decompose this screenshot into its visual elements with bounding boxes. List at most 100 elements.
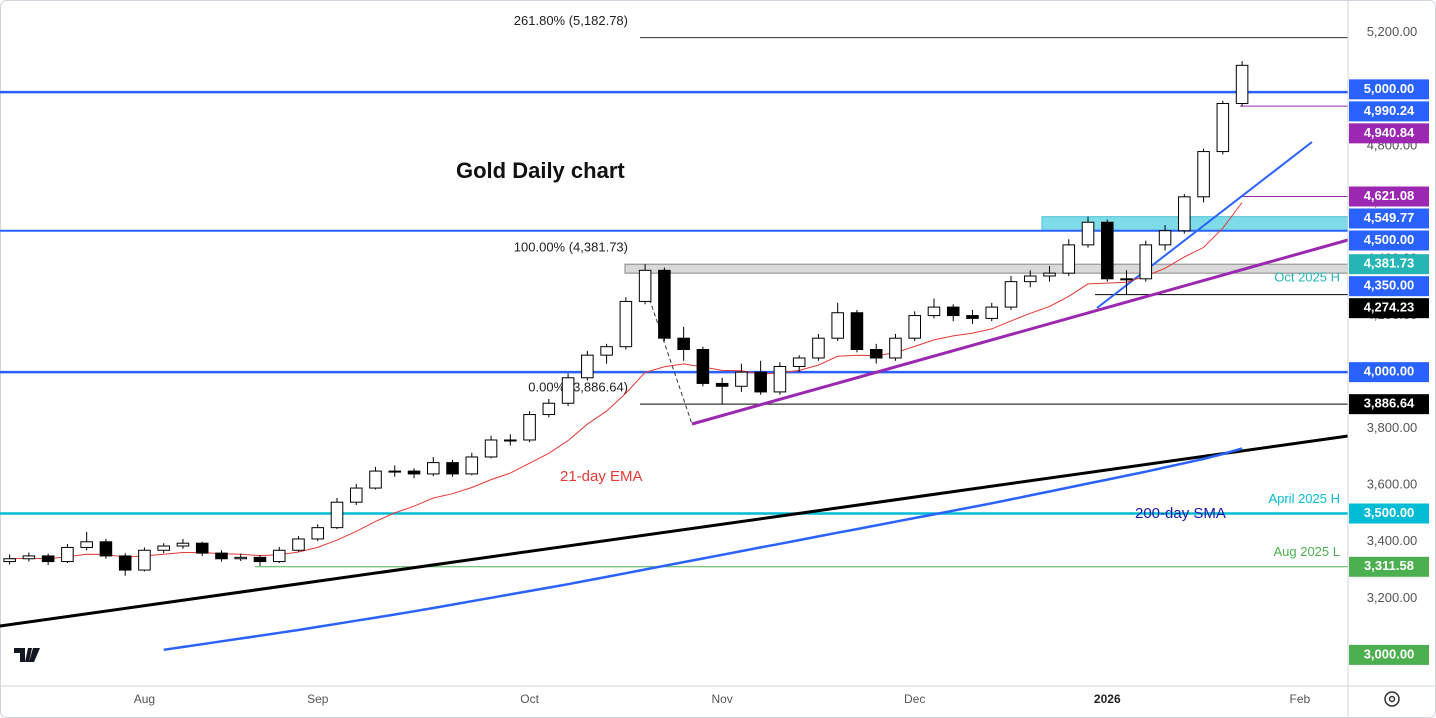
candle-body [985, 306, 999, 319]
logo-mark [14, 648, 40, 662]
candle-body [61, 546, 74, 563]
candle-body [850, 312, 864, 351]
price-label: 4,621.08 [1364, 188, 1415, 203]
candle-body [1120, 278, 1133, 281]
y-tick-label: 3,400.00 [1367, 533, 1418, 548]
candle-body [407, 470, 421, 475]
candle-body [504, 439, 517, 442]
price-label: 4,500.00 [1364, 232, 1415, 247]
candle-body [831, 312, 844, 339]
x-tick-label: Sep [307, 692, 329, 706]
indicator-line [163, 447, 1243, 652]
settings-gear-center[interactable] [1388, 695, 1396, 703]
candle-body [619, 300, 633, 348]
logo [14, 648, 40, 662]
candle-body [812, 337, 825, 359]
candle-body [600, 346, 613, 356]
candle-body [1197, 151, 1210, 198]
candle-body [1081, 221, 1095, 246]
price-label: 4,350.00 [1364, 278, 1415, 293]
candle-body [369, 470, 382, 489]
price-label: 3,886.64 [1364, 396, 1415, 411]
candle-body [215, 552, 228, 560]
price-label-box [1349, 556, 1429, 577]
candle-body [715, 382, 729, 387]
indicator-label: 200-day SMA [1135, 505, 1226, 522]
indicator-line [9, 202, 1243, 560]
candle-body [3, 558, 16, 563]
price-label-box [1349, 186, 1429, 207]
candle-body [234, 556, 247, 560]
candle-body [1043, 272, 1056, 277]
candle-body [41, 555, 55, 563]
settings-icon[interactable] [1384, 691, 1400, 707]
price-label-box [1349, 394, 1429, 415]
candle-body [1101, 221, 1114, 280]
candle-body [696, 349, 710, 384]
price-label: 4,990.24 [1364, 103, 1415, 118]
fib-connector [644, 285, 693, 425]
candle-body [638, 269, 652, 302]
candle-body [735, 371, 748, 387]
candle-body [22, 555, 36, 560]
candle-body [946, 306, 960, 317]
y-tick-label: 3,200.00 [1367, 590, 1418, 605]
trend-line [0, 434, 1349, 628]
price-label-box [1349, 503, 1429, 524]
x-tick-label: Dec [904, 692, 925, 706]
level-note: April 2025 H [1268, 491, 1340, 506]
chart-title: Gold Daily chart [456, 158, 625, 183]
price-label: 3,311.58 [1364, 558, 1414, 573]
candle-body [908, 315, 921, 339]
price-label-box [1349, 644, 1429, 665]
price-label: 4,549.77 [1364, 210, 1415, 225]
price-label: 4,381.73 [1364, 256, 1415, 271]
price-label-box [1349, 298, 1429, 319]
candle-body [966, 315, 979, 319]
candle-body [1216, 102, 1230, 153]
price-label-box [1349, 362, 1429, 383]
price-label-box [1349, 254, 1429, 275]
indicator-label: 21-day EMA [560, 468, 643, 485]
candle-body [80, 541, 93, 548]
candle-body [523, 414, 536, 441]
fib-label: 100.00% (4,381.73) [514, 240, 628, 255]
candle-body [792, 357, 806, 367]
candle-body [1235, 64, 1249, 104]
candle-body [1139, 244, 1153, 280]
candle-body [1062, 244, 1076, 274]
candle-body [99, 541, 113, 557]
candle-body [1158, 230, 1172, 246]
candle-body [773, 365, 787, 393]
price-label-box [1349, 79, 1429, 100]
fib-label: 0.00% (3,886.64) [528, 380, 628, 395]
price-label: 3,000.00 [1364, 646, 1415, 661]
price-label-box [1349, 276, 1429, 297]
price-label: 5,000.00 [1364, 81, 1415, 96]
candle-body [658, 269, 671, 339]
candle-body [427, 462, 440, 475]
candle-body [1004, 281, 1018, 308]
candle-body [677, 337, 690, 351]
candle-body [253, 556, 267, 563]
x-tick-label: Oct [520, 692, 539, 706]
x-tick-label: Feb [1290, 692, 1311, 706]
candle-body [1178, 196, 1191, 232]
x-tick-label: Nov [711, 692, 732, 706]
price-label: 4,940.84 [1364, 125, 1415, 140]
settings-gear[interactable] [1384, 691, 1400, 707]
price-label: 3,500.00 [1364, 505, 1415, 520]
candle-body [330, 501, 344, 529]
candle-body [138, 549, 151, 571]
x-tick-label: 2026 [1094, 692, 1121, 706]
candle-body [176, 542, 190, 547]
candle-body [118, 555, 132, 571]
price-label-box [1349, 101, 1429, 122]
candle-body [1023, 275, 1037, 283]
trend-line [691, 238, 1349, 426]
candle-body [561, 377, 575, 404]
candle-body [272, 549, 286, 563]
price-label-box [1349, 208, 1429, 229]
